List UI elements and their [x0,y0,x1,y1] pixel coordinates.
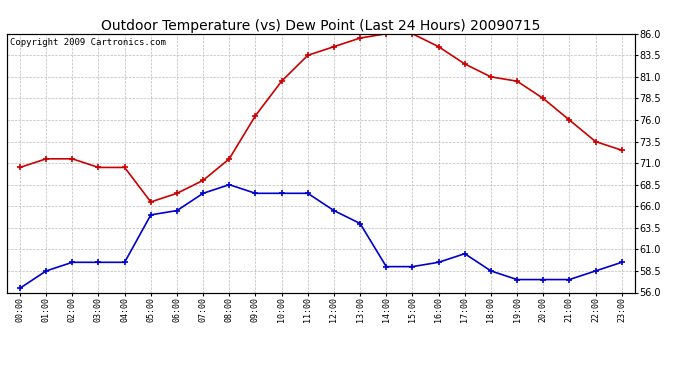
Text: Copyright 2009 Cartronics.com: Copyright 2009 Cartronics.com [10,38,166,46]
Title: Outdoor Temperature (vs) Dew Point (Last 24 Hours) 20090715: Outdoor Temperature (vs) Dew Point (Last… [101,19,540,33]
